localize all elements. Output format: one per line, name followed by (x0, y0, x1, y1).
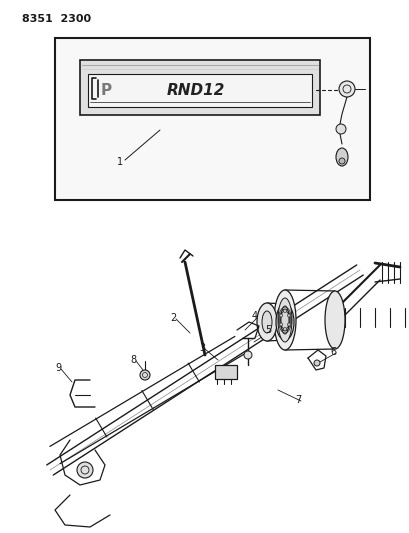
Circle shape (243, 351, 252, 359)
Circle shape (338, 81, 354, 97)
Text: 2: 2 (169, 313, 176, 323)
Ellipse shape (273, 290, 295, 350)
Ellipse shape (324, 291, 344, 349)
Circle shape (283, 310, 286, 312)
Text: 5: 5 (264, 325, 270, 335)
Ellipse shape (280, 306, 288, 334)
Bar (214, 365, 236, 379)
Ellipse shape (275, 304, 293, 340)
Text: 4: 4 (251, 311, 257, 321)
Text: P: P (100, 83, 111, 98)
Ellipse shape (256, 303, 276, 341)
Circle shape (335, 124, 345, 134)
Circle shape (287, 323, 290, 326)
Text: 1: 1 (117, 157, 123, 167)
Circle shape (283, 327, 286, 330)
Circle shape (77, 462, 93, 478)
Text: 8351  2300: 8351 2300 (22, 14, 91, 24)
Circle shape (338, 158, 344, 164)
Bar (80, 60, 319, 115)
Ellipse shape (261, 311, 271, 333)
Circle shape (279, 314, 282, 317)
Text: 6: 6 (329, 347, 335, 357)
Circle shape (313, 360, 319, 366)
Text: 3: 3 (198, 343, 204, 353)
Bar (55, 38, 369, 200)
Ellipse shape (277, 298, 291, 342)
Circle shape (279, 323, 282, 326)
Text: RND12: RND12 (166, 83, 224, 98)
Text: 9: 9 (55, 363, 61, 373)
Ellipse shape (335, 148, 347, 166)
Text: 7: 7 (294, 395, 300, 405)
Text: 8: 8 (130, 355, 136, 365)
Bar (88, 74, 311, 107)
Circle shape (287, 314, 290, 317)
Circle shape (139, 370, 150, 380)
